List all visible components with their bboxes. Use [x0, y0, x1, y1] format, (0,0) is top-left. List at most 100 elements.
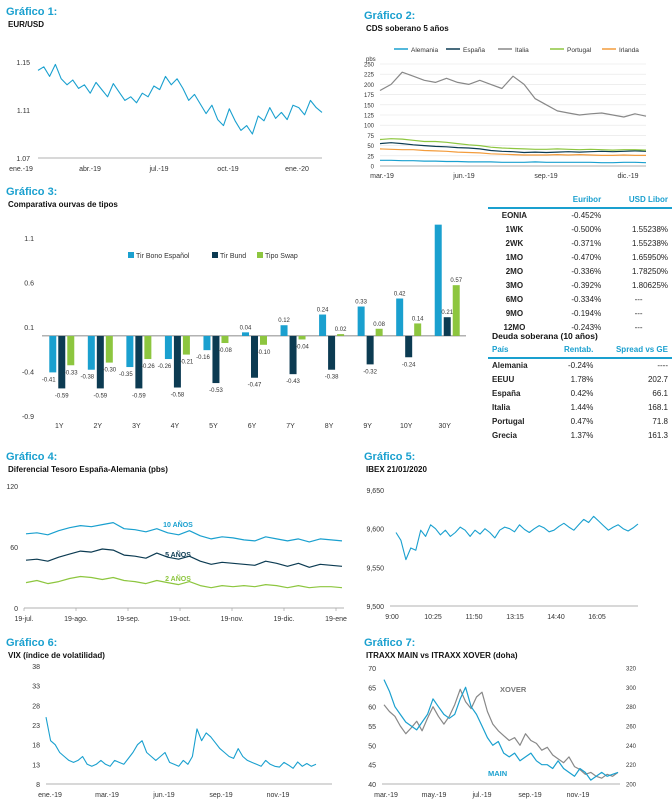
- x-tick-label: 9Y: [363, 423, 372, 430]
- legend-label: Irlanda: [619, 47, 639, 54]
- cell-spread: 66.1: [652, 389, 668, 398]
- bar: [49, 335, 57, 373]
- series-line-0: [383, 688, 619, 779]
- legend-label: Tir Bund: [220, 253, 246, 260]
- x-tick-label: 10Y: [400, 423, 413, 430]
- bar: [144, 335, 152, 360]
- bar: [173, 335, 181, 388]
- data-label: -0.38: [325, 375, 339, 381]
- y-tick-label-left: 55: [368, 724, 376, 731]
- x-tick-label: jun.-19: [452, 173, 475, 180]
- data-label: -0.53: [209, 388, 223, 394]
- y-tick-label: 18: [32, 743, 40, 750]
- y-axis-label: pbs: [366, 57, 376, 63]
- y-tick-label-right: 200: [626, 783, 637, 789]
- bar: [366, 335, 374, 365]
- x-tick-label: mar.-19: [370, 173, 394, 180]
- data-label: 0.02: [335, 327, 347, 333]
- table-row: 2WK -0.371% 1.55238%: [488, 237, 672, 251]
- cell-libor: 1.80625%: [631, 281, 668, 290]
- data-label: 0.33: [355, 300, 367, 306]
- y-tick-label: 225: [364, 73, 375, 79]
- chart2-title: Gráfico 2:: [364, 10, 416, 22]
- spread-header: Spread vs GE: [597, 343, 672, 359]
- chart6-subtitle: VIX (índice de volatilidad): [8, 651, 105, 660]
- cell-spread: ----: [657, 361, 668, 370]
- y-tick-label-right: 280: [626, 705, 637, 711]
- cell-pais: España: [492, 389, 521, 398]
- x-tick-label: 6Y: [248, 423, 257, 430]
- data-label: 0.12: [278, 318, 290, 324]
- y-tick-label: 250: [364, 63, 375, 69]
- cell-libor: ---: [634, 309, 643, 318]
- x-tick-label: ene.-19: [38, 792, 62, 799]
- y-tick-label: 1.11: [17, 108, 30, 115]
- table-row: 1WK -0.500% 1.55238%: [488, 223, 672, 237]
- cell-spread: 71.8: [652, 417, 668, 426]
- chart2-cds: Alemania España Italia Portugal Irlanda pbs 0 2…: [364, 47, 647, 180]
- x-tick-label: nov.-19: [567, 792, 590, 799]
- data-label: 0.42: [394, 292, 406, 298]
- legend-swatch: [257, 252, 263, 258]
- x-tick-label: jun.-19: [152, 792, 175, 799]
- y-tick-label: 33: [32, 684, 40, 691]
- bar: [289, 335, 297, 375]
- x-tick-label: ene.-19: [9, 166, 33, 173]
- table-row: EONIA -0.452%: [488, 208, 672, 223]
- series-line-1: [25, 548, 343, 568]
- bar: [260, 335, 267, 345]
- data-label: -0.16: [196, 355, 210, 361]
- data-label: 0.04: [240, 325, 252, 331]
- cell-euribor: -0.194%: [571, 309, 602, 318]
- table-row: 12MO -0.243% ---: [488, 321, 672, 335]
- y-tick-label: 28: [32, 703, 40, 710]
- yield-header: Rentab.: [541, 343, 598, 359]
- x-tick-label: sep.-19: [518, 792, 541, 799]
- chart5-title: Gráfico 5:: [364, 451, 416, 463]
- sovereign-debt-table: Deuda soberana (10 años) País Rentab. Sp…: [488, 329, 672, 443]
- cell-libor: [605, 208, 672, 223]
- table-row: 6MO -0.334% ---: [488, 293, 672, 307]
- table-row: España 0.42% 66.1: [488, 387, 672, 401]
- chart7-title: Gráfico 7:: [364, 637, 416, 649]
- series-label: 5 AÑOS: [165, 550, 191, 559]
- series-line-3: [379, 138, 647, 151]
- cell-rent: 1.78%: [570, 375, 594, 384]
- bar: [414, 323, 422, 336]
- cell-label: 6MO: [505, 295, 524, 304]
- chart1-title: Gráfico 1:: [6, 6, 58, 18]
- data-label: -0.58: [171, 393, 185, 399]
- table-row: Italia 1.44% 168.1: [488, 401, 672, 415]
- bar: [203, 335, 211, 351]
- series-label: 2 AÑOS: [165, 574, 191, 583]
- table-row: 1MO -0.470% 1.65950%: [488, 251, 672, 265]
- x-tick-label: jul.-19: [148, 166, 168, 173]
- chart4-spread: 0 60 120 19-jul. 19-ago. 19-sep. 19-oct. 19-nov…: [6, 484, 347, 623]
- data-label: -0.33: [64, 370, 78, 376]
- data-label: 0.08: [373, 322, 385, 328]
- cell-spread: 161.3: [647, 431, 668, 440]
- x-tick-label: 10:25: [424, 614, 442, 621]
- x-tick-label: 9:00: [385, 614, 399, 621]
- data-label: 0.21: [441, 310, 453, 316]
- data-label: -0.43: [286, 379, 300, 385]
- x-tick-label: 19-ago.: [64, 616, 88, 623]
- cell-rent: 0.42%: [570, 389, 594, 398]
- y-tick-label: 120: [6, 484, 18, 491]
- table-row: Alemania -0.24% ----: [488, 358, 672, 373]
- y-tick-label: 75: [367, 134, 374, 140]
- table-row: 3MO -0.392% 1.80625%: [488, 279, 672, 293]
- libor-header: USD Libor: [605, 193, 672, 209]
- cell-label: 1MO: [505, 253, 524, 262]
- y-tick-label-right: 320: [626, 667, 637, 673]
- series-line: [37, 63, 323, 135]
- data-label: 0.24: [317, 308, 329, 314]
- chart7-subtitle: ITRAXX MAIN vs ITRAXX XOVER (doha): [366, 651, 518, 660]
- x-tick-label: 1Y: [55, 423, 64, 430]
- bar: [396, 298, 404, 336]
- bar: [182, 335, 190, 355]
- bar: [337, 334, 345, 336]
- chart2-subtitle: CDS soberano 5 años: [366, 24, 449, 33]
- x-tick-label: mar.-19: [374, 792, 398, 799]
- bar: [280, 325, 288, 336]
